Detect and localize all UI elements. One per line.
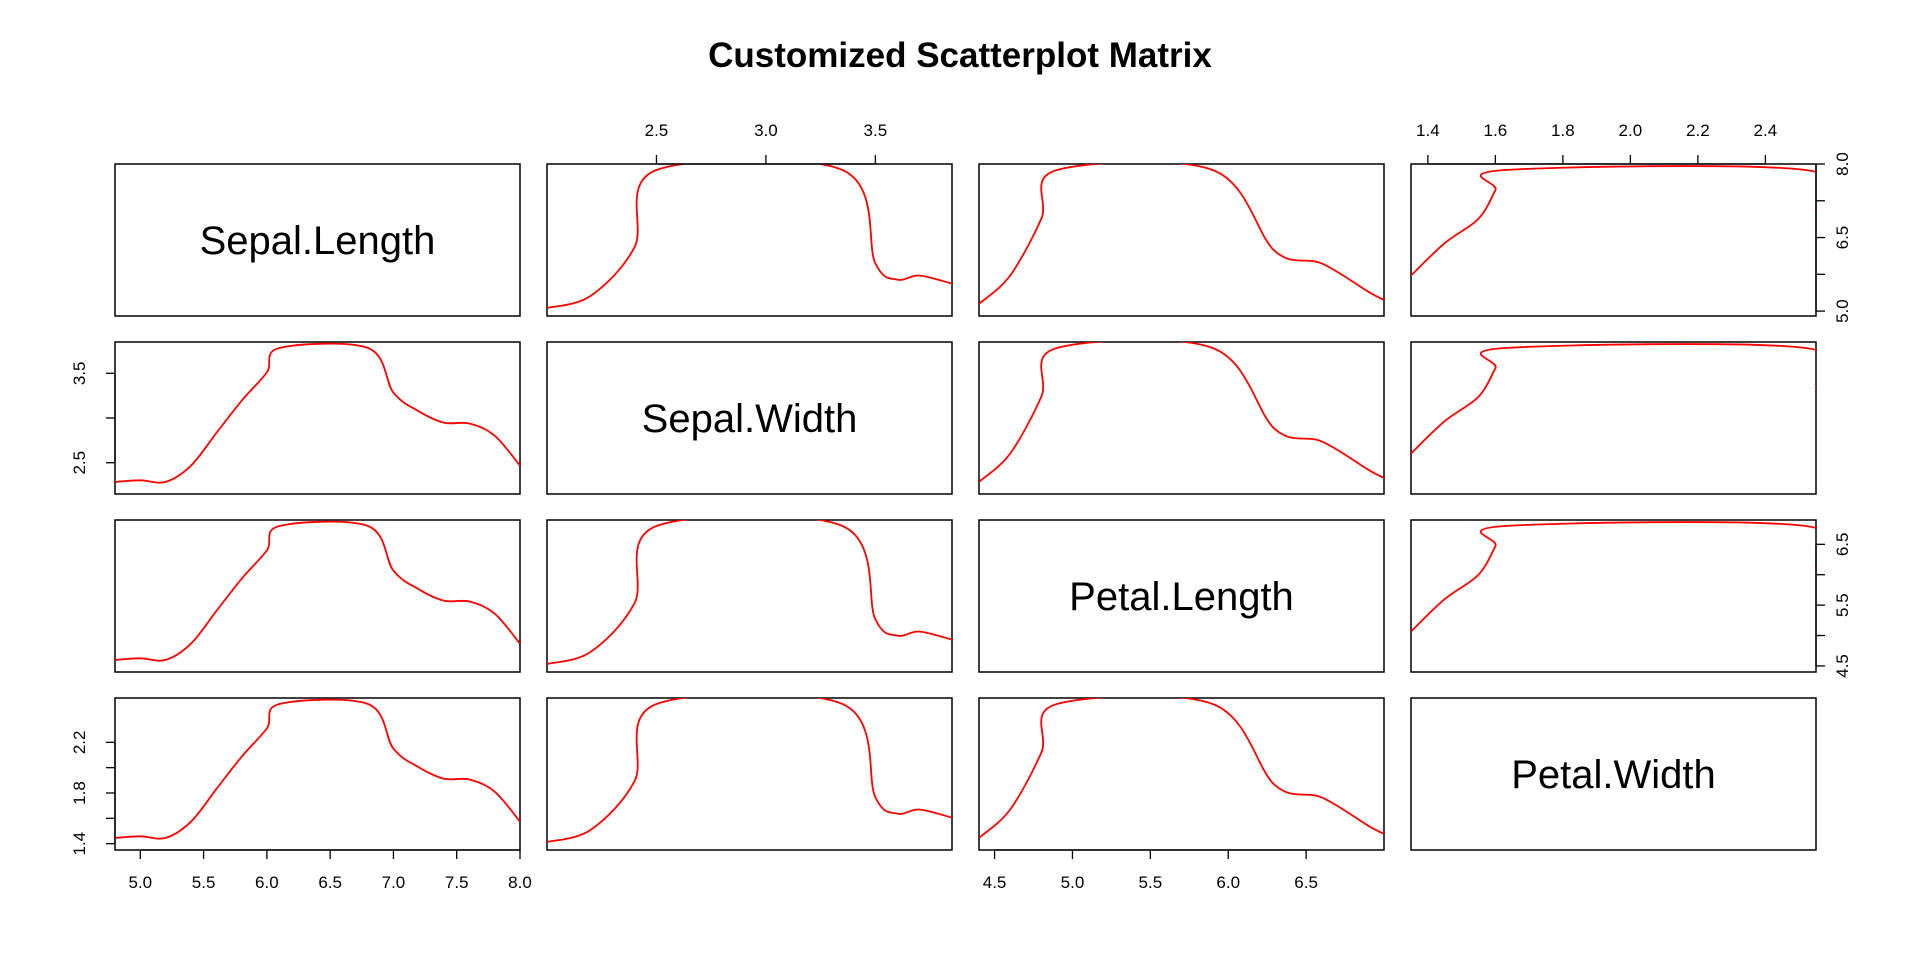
panel-sepal-width-vs-petal-length: [978, 341, 1385, 495]
tick-label-top-sepal-width-1: 3.0: [754, 121, 778, 140]
diagonal-label-petal-width: Petal.Width: [1511, 753, 1716, 797]
tick-label-top-sepal-width-0: 2.5: [645, 121, 669, 140]
tick-label-top-petal-width-4: 2.2: [1686, 121, 1710, 140]
panel-petal-width-vs-petal-width: [1410, 697, 1817, 851]
panel-sepal-length-vs-sepal-width: [546, 163, 953, 317]
panel-sepal-width-vs-petal-width: [1410, 341, 1817, 495]
panel-petal-width-vs-petal-length: [978, 697, 1385, 851]
panel-sepal-length-vs-petal-length: [978, 163, 1385, 317]
tick-label-bottom-petal-length-2: 5.5: [1139, 873, 1163, 892]
diagonal-label-petal-length: Petal.Length: [1069, 575, 1294, 619]
smoother-petal-width-vs-sepal-width: [547, 698, 952, 843]
tick-label-top-petal-width-3: 2.0: [1619, 121, 1643, 140]
tick-label-left-petal-width-1: 1.8: [70, 781, 89, 805]
panel-petal-length-vs-petal-width: [1410, 519, 1817, 673]
tick-label-right-petal-length-0: 4.5: [1833, 654, 1852, 678]
tick-label-left-sepal-width-0: 2.5: [70, 451, 89, 475]
panel-petal-width-vs-sepal-length: [114, 697, 521, 851]
tick-label-left-petal-width-2: 2.2: [70, 731, 89, 755]
smoother-sepal-width-vs-petal-length: [979, 342, 1384, 483]
tick-label-top-petal-width-5: 2.4: [1754, 121, 1778, 140]
tick-label-bottom-sepal-length-3: 6.5: [318, 873, 342, 892]
tick-label-bottom-petal-length-3: 6.0: [1216, 873, 1240, 892]
panel-sepal-length-vs-petal-width: [1410, 163, 1817, 317]
smoother-sepal-width-vs-sepal-length: [115, 342, 520, 484]
panel-sepal-length-vs-sepal-length: [114, 163, 521, 317]
smoother-sepal-length-vs-petal-length: [979, 164, 1384, 305]
smoother-sepal-length-vs-petal-width: [1411, 165, 1816, 277]
tick-label-bottom-sepal-length-2: 6.0: [255, 873, 279, 892]
diagonal-label-sepal-length: Sepal.Length: [200, 219, 436, 263]
tick-label-top-petal-width-2: 1.8: [1551, 121, 1575, 140]
tick-label-right-sepal-length-2: 8.0: [1833, 152, 1852, 176]
tick-label-bottom-petal-length-4: 6.5: [1294, 873, 1318, 892]
panel-petal-length-vs-sepal-width: [546, 519, 953, 673]
diagonal-label-sepal-width: Sepal.Width: [642, 397, 858, 441]
tick-label-right-sepal-length-1: 6.5: [1833, 226, 1852, 250]
tick-label-top-petal-width-0: 1.4: [1416, 121, 1440, 140]
smoother-petal-width-vs-sepal-length: [115, 698, 520, 840]
tick-label-right-petal-length-1: 5.5: [1833, 593, 1852, 617]
smoother-petal-length-vs-sepal-length: [115, 520, 520, 662]
panel-sepal-width-vs-sepal-length: [114, 341, 521, 495]
tick-label-top-sepal-width-2: 3.5: [864, 121, 888, 140]
panel-petal-length-vs-petal-length: [978, 519, 1385, 673]
tick-label-left-sepal-width-1: 3.5: [70, 361, 89, 385]
tick-label-bottom-sepal-length-6: 8.0: [508, 873, 532, 892]
smoother-petal-width-vs-petal-length: [979, 698, 1384, 839]
chart-title: Customized Scatterplot Matrix: [708, 36, 1212, 75]
smoother-petal-length-vs-sepal-width: [547, 520, 952, 665]
tick-label-bottom-sepal-length-5: 7.5: [445, 873, 469, 892]
smoother-petal-length-vs-petal-width: [1411, 521, 1816, 633]
tick-label-right-petal-length-2: 6.5: [1833, 532, 1852, 556]
tick-label-left-petal-width-0: 1.4: [70, 832, 89, 856]
tick-label-bottom-petal-length-1: 5.0: [1061, 873, 1085, 892]
tick-label-bottom-petal-length-0: 4.5: [983, 873, 1007, 892]
smoother-sepal-length-vs-sepal-width: [547, 164, 952, 309]
panel-petal-width-vs-sepal-width: [546, 697, 953, 851]
panel-petal-length-vs-sepal-length: [114, 519, 521, 673]
tick-label-bottom-sepal-length-0: 5.0: [128, 873, 152, 892]
panel-sepal-width-vs-sepal-width: [546, 341, 953, 495]
tick-label-bottom-sepal-length-4: 7.0: [382, 873, 406, 892]
smoother-sepal-width-vs-petal-width: [1411, 343, 1816, 455]
tick-label-bottom-sepal-length-1: 5.5: [192, 873, 216, 892]
tick-label-right-sepal-length-0: 5.0: [1833, 299, 1852, 323]
tick-label-top-petal-width-1: 1.6: [1484, 121, 1508, 140]
